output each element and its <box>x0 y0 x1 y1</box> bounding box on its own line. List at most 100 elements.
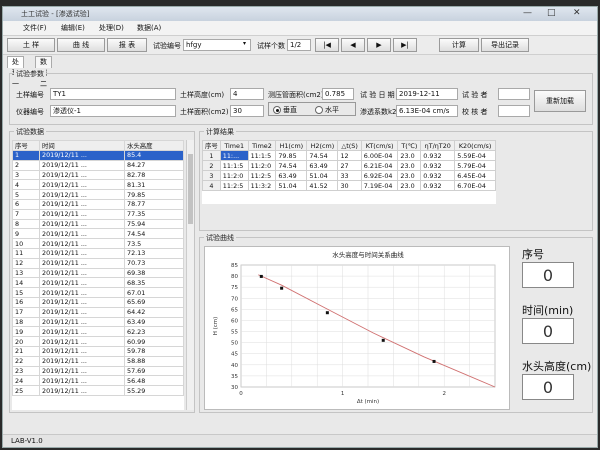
cell-seq[interactable]: 3 <box>12 169 40 181</box>
date-field[interactable]: 2019-12-11 <box>396 88 458 100</box>
results-cell[interactable]: 23.0 <box>397 160 422 171</box>
area-field[interactable]: 30 <box>230 105 264 117</box>
maximize-icon[interactable]: □ <box>547 8 556 18</box>
sample-count-field[interactable]: 1/2 <box>287 39 311 51</box>
table-row[interactable]: 16 2019/12/11 ... 65.69 <box>12 296 184 308</box>
results-col-header[interactable]: Time1 <box>219 140 249 151</box>
cell-time[interactable]: 2019/12/11 ... <box>39 257 125 269</box>
report-button[interactable]: 报 表 <box>107 38 147 52</box>
cell-seq[interactable]: 10 <box>12 238 40 249</box>
k20-field[interactable]: 6.13E-04 cm/s <box>396 105 458 117</box>
cell-time[interactable]: 2019/12/11 ... <box>39 208 125 220</box>
table-row[interactable]: 2 11:1:5 11:2:0 74.54 63.49 27 6.21E-04 23.0 0.9… <box>202 160 496 171</box>
cell-head[interactable]: 57.69 <box>124 365 184 377</box>
cell-time[interactable]: 2019/12/11 ... <box>39 385 125 396</box>
cell-time[interactable]: 2019/12/11 ... <box>39 365 125 377</box>
cell-seq[interactable]: 16 <box>12 296 40 308</box>
cell-seq[interactable]: 14 <box>12 277 40 289</box>
cell-seq[interactable]: 11 <box>12 247 40 259</box>
cell-time[interactable]: 2019/12/11 ... <box>39 218 125 230</box>
results-col-header[interactable]: H2(cm) <box>306 140 339 151</box>
nav-last-button[interactable]: ▶| <box>393 38 417 52</box>
results-cell[interactable]: 5.59E-04 <box>454 150 496 161</box>
cell-seq[interactable]: 1 <box>12 150 40 161</box>
cell-head[interactable]: 73.5 <box>124 238 184 249</box>
cell-head[interactable]: 68.35 <box>124 277 184 289</box>
cell-seq[interactable]: 8 <box>12 218 40 230</box>
table-row[interactable]: 9 2019/12/11 ... 74.54 <box>12 228 184 240</box>
cell-head[interactable]: 62.23 <box>124 326 184 338</box>
results-cell[interactable]: 5.79E-04 <box>454 160 496 171</box>
cell-head[interactable]: 56.48 <box>124 375 184 387</box>
cell-seq[interactable]: 12 <box>12 257 40 269</box>
cell-head[interactable]: 81.31 <box>124 179 184 191</box>
table-row[interactable]: 21 2019/12/11 ... 59.78 <box>12 345 184 357</box>
data-scroll-thumb[interactable] <box>188 154 193 224</box>
cell-seq[interactable]: 20 <box>12 336 40 347</box>
export-button[interactable]: 导出记录 <box>481 38 529 52</box>
results-cell[interactable]: 23.0 <box>397 170 422 181</box>
cell-time[interactable]: 2019/12/11 ... <box>39 267 125 279</box>
cell-time[interactable]: 2019/12/11 ... <box>39 150 125 161</box>
cell-seq[interactable]: 21 <box>12 345 40 357</box>
results-cell[interactable]: 11:2:5 <box>219 180 249 191</box>
cell-head[interactable]: 72.13 <box>124 247 184 259</box>
cell-seq[interactable]: 17 <box>12 306 40 318</box>
table-row[interactable]: 23 2019/12/11 ... 57.69 <box>12 365 184 377</box>
cell-time[interactable]: 2019/12/11 ... <box>39 375 125 387</box>
cell-time[interactable]: 2019/12/11 ... <box>39 326 125 338</box>
radio-vertical-icon[interactable] <box>273 106 281 114</box>
cell-head[interactable]: 84.27 <box>124 159 184 171</box>
results-cell[interactable]: 63.49 <box>306 160 339 171</box>
cell-time[interactable]: 2019/12/11 ... <box>39 179 125 191</box>
results-cell[interactable]: 30 <box>337 180 362 191</box>
tab-data[interactable]: 数据二 <box>35 56 52 88</box>
results-cell[interactable]: 74.54 <box>275 160 308 171</box>
table-row[interactable]: 13 2019/12/11 ... 69.38 <box>12 267 184 279</box>
table-row[interactable]: 12 2019/12/11 ... 70.73 <box>12 257 184 269</box>
results-cell[interactable]: 6.92E-04 <box>360 170 399 181</box>
results-col-header[interactable]: T(℃) <box>397 140 422 151</box>
cell-time[interactable]: 2019/12/11 ... <box>39 287 125 298</box>
col-header-time[interactable]: 时间 <box>39 140 125 151</box>
results-col-header[interactable]: KT(cm/s) <box>360 140 399 151</box>
cell-seq[interactable]: 23 <box>12 365 40 377</box>
results-cell[interactable]: 23.0 <box>397 180 422 191</box>
tab-process[interactable]: 处理一 <box>7 56 24 88</box>
results-cell[interactable]: 12 <box>337 150 362 161</box>
cell-head[interactable]: 55.29 <box>124 385 184 396</box>
cell-seq[interactable]: 25 <box>12 385 40 396</box>
cell-seq[interactable]: 13 <box>12 267 40 279</box>
cell-head[interactable]: 64.42 <box>124 306 184 318</box>
table-row[interactable]: 10 2019/12/11 ... 73.5 <box>12 238 184 249</box>
radio-horizontal-icon[interactable] <box>315 106 323 114</box>
cell-head[interactable]: 69.38 <box>124 267 184 279</box>
results-cell[interactable]: 79.85 <box>275 150 308 161</box>
menu-data[interactable]: 数据(A) <box>137 24 162 32</box>
results-cell[interactable]: 6.70E-04 <box>454 180 496 191</box>
results-col-header[interactable]: Time2 <box>247 140 277 151</box>
cell-head[interactable]: 79.85 <box>124 189 184 200</box>
cell-time[interactable]: 2019/12/11 ... <box>39 306 125 318</box>
results-cell[interactable]: 6.45E-04 <box>454 170 496 181</box>
table-row[interactable]: 5 2019/12/11 ... 79.85 <box>12 189 184 200</box>
cell-time[interactable]: 2019/12/11 ... <box>39 189 125 200</box>
col-header-head[interactable]: 水头高度 <box>124 140 184 151</box>
results-cell[interactable]: 0.932 <box>420 170 456 181</box>
radio-vertical[interactable]: 垂直 <box>273 105 297 115</box>
table-row[interactable]: 18 2019/12/11 ... 63.49 <box>12 316 184 328</box>
results-col-header[interactable]: △t(S) <box>337 140 362 151</box>
menu-edit[interactable]: 编辑(E) <box>61 24 85 32</box>
cell-head[interactable]: 82.78 <box>124 169 184 181</box>
cell-seq[interactable]: 6 <box>12 198 40 210</box>
table-row[interactable]: 7 2019/12/11 ... 77.35 <box>12 208 184 220</box>
results-cell[interactable]: 6.00E-04 <box>360 150 399 161</box>
table-row[interactable]: 11 2019/12/11 ... 72.13 <box>12 247 184 259</box>
cell-head[interactable]: 78.77 <box>124 198 184 210</box>
cell-head[interactable]: 77.35 <box>124 208 184 220</box>
cell-time[interactable]: 2019/12/11 ... <box>39 345 125 357</box>
cell-time[interactable]: 2019/12/11 ... <box>39 159 125 171</box>
cell-time[interactable]: 2019/12/11 ... <box>39 316 125 328</box>
compute-button[interactable]: 计算 <box>439 38 479 52</box>
results-col-header[interactable]: H1(cm) <box>275 140 308 151</box>
